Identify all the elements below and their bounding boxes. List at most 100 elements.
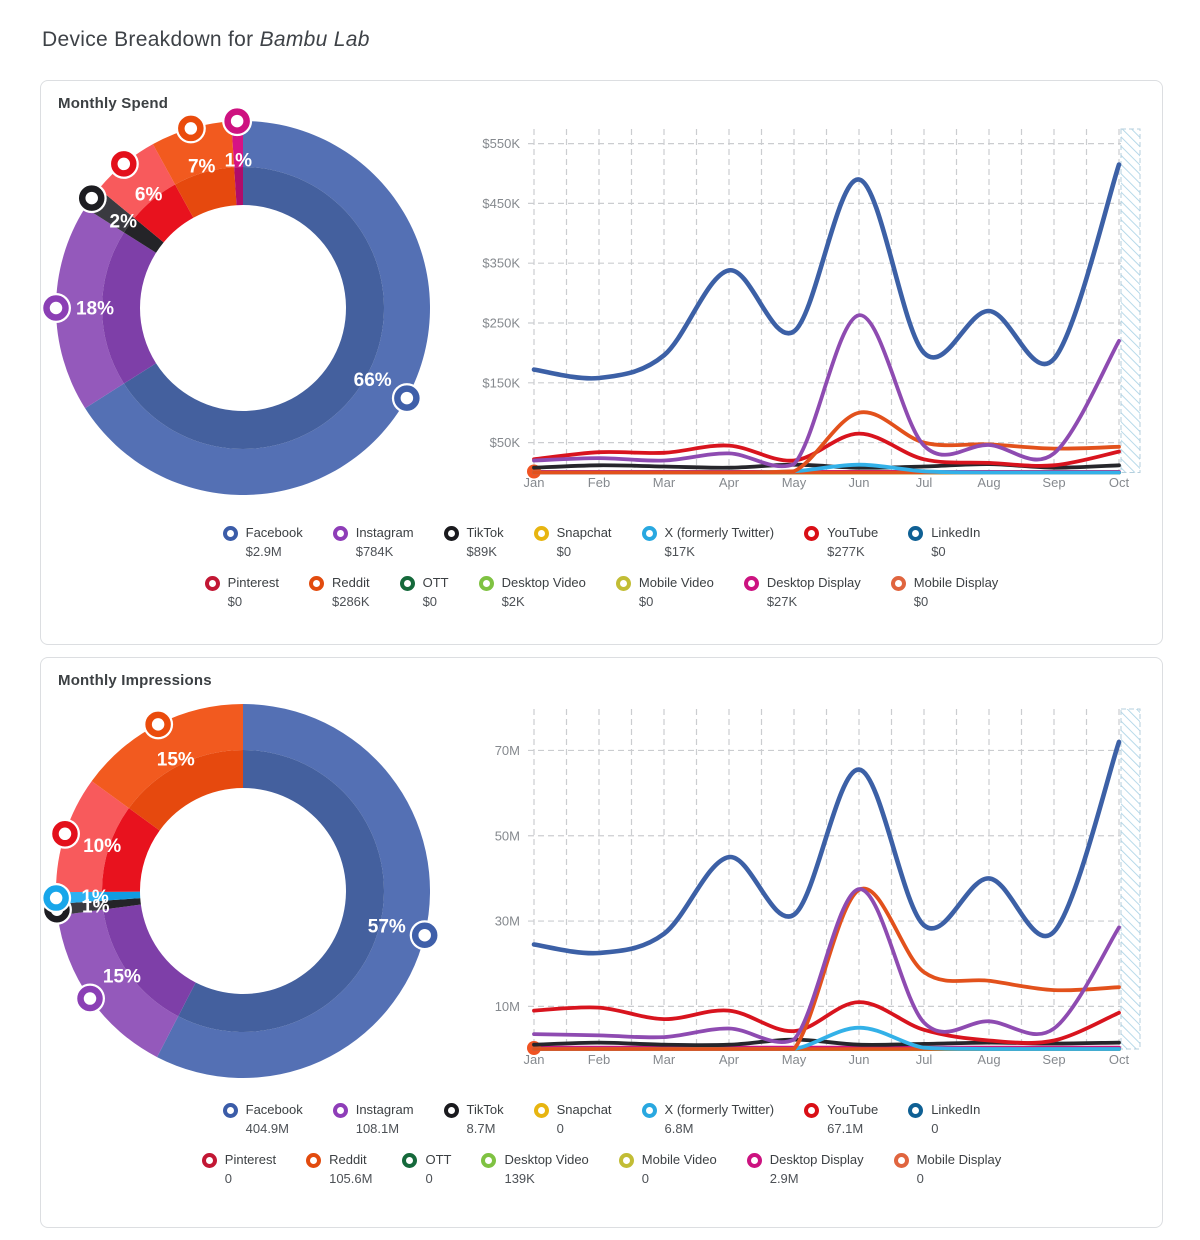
donut-percent-label-Reddit: 15% [157,750,195,771]
donut-marker-Reddit[interactable] [145,711,171,738]
legend-item-LinkedIn[interactable]: LinkedIn 0 [908,1102,980,1137]
legend-item-Desktop Display[interactable]: Desktop Display 2.9M [746,1151,864,1187]
donut-marker-Instagram[interactable] [77,985,103,1012]
legend-platform-total: 0 [916,1171,924,1187]
x-axis-month-label: Sep [1042,475,1065,490]
legend-item-YouTube[interactable]: YouTube 67.1M [804,1102,878,1137]
donut-marker-YouTube[interactable] [111,151,137,177]
donut-slice-inner-TikTok [123,218,164,253]
legend-platform-total: 0 [556,1121,564,1137]
legend-item-Desktop Video[interactable]: Desktop Video 139K [481,1152,589,1187]
legend-item-Facebook[interactable]: Facebook 404.9M [222,1102,303,1137]
panel-monthly-spend: Monthly Spend 66% 18% 2% 6% 7% 1% $50K $150K $2… [40,80,1163,645]
legend-item-TikTok[interactable]: TikTok $89K [443,525,504,560]
donut-marker-Facebook[interactable] [394,385,420,411]
legend-platform-total: 67.1M [827,1121,864,1137]
legend-item-Reddit[interactable]: Reddit 105.6M [306,1152,372,1187]
legend-item-Pinterest[interactable]: Pinterest 0 [201,1152,276,1187]
page-title-prefix: Device Breakdown for [42,28,260,51]
donut-slice-inner-YouTube [101,808,160,892]
legend-platform-name: TikTok [466,1102,504,1117]
legend-ring-icon-YouTube [804,1103,820,1118]
legend-item-X (formerly Twitter)[interactable]: X (formerly Twitter) 6.8M [641,1102,775,1137]
y-axis-tick-label: 70M [495,743,520,758]
legend-platform-total: $0 [638,594,654,610]
legend-item-Pinterest[interactable]: Pinterest $0 [204,574,279,610]
x-axis-month-label: Apr [719,1052,740,1067]
donut-marker-YouTube[interactable] [52,821,78,847]
legend-ring-icon-Desktop Video [481,1152,497,1168]
legend-platform-total: 8.7M [466,1121,496,1137]
legend-platform-name: OTT [425,1151,452,1167]
legend-item-Snapchat[interactable]: Snapchat $0 [533,525,612,560]
legend-item-Mobile Video[interactable]: Mobile Video 0 [618,1152,717,1187]
x-axis-month-label: Jun [849,1052,870,1067]
legend-item-Mobile Video[interactable]: Mobile Video $0 [615,575,714,610]
legend-item-Facebook[interactable]: Facebook $2.9M [222,525,303,560]
legend-ring-icon-Pinterest [204,575,220,591]
legend-item-Snapchat[interactable]: Snapchat 0 [533,1102,612,1137]
impressions-legend: Facebook 404.9M Instagram 108.1M TikTok 8.7M S… [41,1102,1162,1202]
legend-item-Reddit[interactable]: Reddit $286K [308,575,370,610]
donut-marker-Instagram[interactable] [43,295,69,321]
legend-item-YouTube[interactable]: YouTube $277K [804,525,878,560]
legend-platform-name: Mobile Display [916,1151,1002,1167]
legend-item-Mobile Display[interactable]: Mobile Display $0 [890,575,998,610]
donut-marker-Facebook[interactable] [411,922,438,948]
legend-item-TikTok[interactable]: TikTok 8.7M [443,1102,504,1137]
panel-monthly-impressions: Monthly Impressions 57% 15% 1% 1% 10% 15% 10M… [40,657,1163,1228]
legend-platform-name: Desktop Display [769,1151,864,1167]
impressions-donut-chart: 57% 15% 1% 1% 10% 15% [41,684,465,1124]
legend-item-Instagram[interactable]: Instagram 108.1M [332,1102,414,1137]
legend-item-LinkedIn[interactable]: LinkedIn $0 [908,525,980,560]
donut-slice-Reddit[interactable] [152,121,235,185]
legend-platform-total: 105.6M [329,1171,373,1187]
legend-platform-name: Reddit [329,1151,367,1167]
legend-platform-name: LinkedIn [931,1102,981,1117]
legend-platform-total: 6.8M [664,1121,694,1137]
legend-item-Mobile Display[interactable]: Mobile Display 0 [893,1151,1002,1187]
legend-platform-name: X (formerly Twitter) [664,1102,775,1117]
y-axis-tick-label: $50K [490,435,521,450]
legend-ring-icon-OTT [399,575,415,591]
donut-slice-YouTube[interactable] [98,144,176,219]
legend-item-Desktop Video[interactable]: Desktop Video $2K [478,575,586,610]
legend-platform-name: TikTok [466,525,504,540]
line-series-Facebook [531,739,1122,956]
legend-item-OTT[interactable]: OTT 0 [402,1152,451,1187]
legend-platform-total: 0 [931,1121,939,1137]
x-axis-month-label: May [782,1052,807,1067]
donut-marker-Reddit[interactable] [178,115,204,142]
legend-platform-name: Instagram [355,1102,414,1117]
x-axis-month-label: Oct [1109,1052,1130,1067]
legend-platform-name: Pinterest [227,574,279,590]
legend-ring-icon-YouTube [804,526,820,541]
donut-marker-TikTok[interactable] [78,185,105,211]
legend-item-Desktop Display[interactable]: Desktop Display $27K [743,575,861,610]
donut-slice-inner-Facebook [178,750,384,1032]
legend-item-OTT[interactable]: OTT $0 [399,575,449,610]
line-series-YouTube [532,431,1121,468]
legend-item-X (formerly Twitter)[interactable]: X (formerly Twitter) $17K [641,525,774,560]
legend-platform-total: $0 [422,594,438,610]
donut-marker-Desktop Display[interactable] [224,108,250,134]
donut-slice-Facebook[interactable] [157,704,431,1078]
y-axis-tick-label: $550K [482,136,520,151]
x-axis-month-label: Sep [1042,1052,1065,1067]
donut-slice-Instagram[interactable] [55,207,124,409]
donut-slice-Instagram[interactable] [57,909,179,1058]
x-axis-month-label: May [782,475,807,490]
legend-ring-icon-Desktop Display [743,575,759,591]
donut-marker-X (formerly Twitter)[interactable] [43,885,69,911]
y-axis-tick-label: 50M [495,828,520,843]
legend-item-Instagram[interactable]: Instagram $784K [332,525,414,560]
legend-platform-name: YouTube [827,525,879,540]
legend-ring-icon-Pinterest [201,1152,217,1168]
donut-slice-Reddit[interactable] [91,704,244,809]
legend-ring-icon-Desktop Video [478,575,494,591]
legend-platform-total: $286K [331,594,370,610]
legend-platform-total: $0 [556,544,572,560]
donut-slice-YouTube[interactable] [55,781,129,893]
legend-platform-total: $277K [827,544,865,560]
